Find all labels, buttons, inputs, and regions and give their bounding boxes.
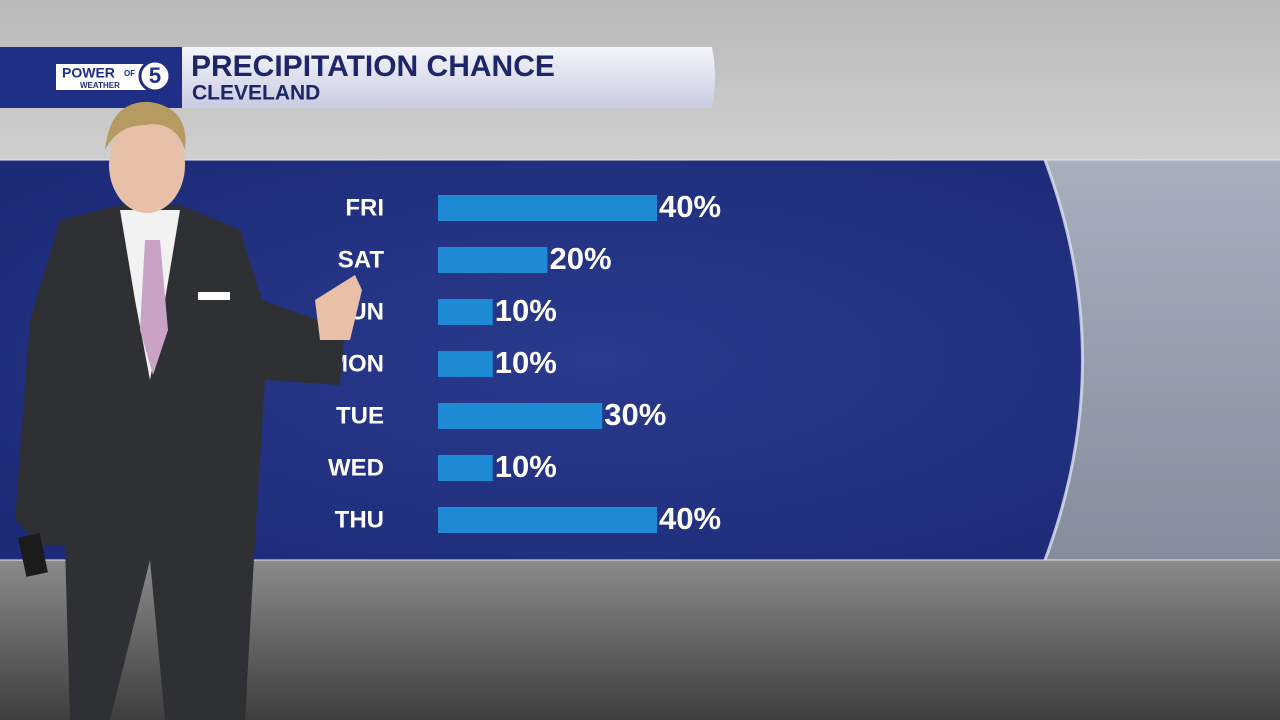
presenter (15, 101, 362, 720)
bar (438, 403, 603, 429)
logo-sub: WEATHER (80, 81, 120, 90)
value-label: 40% (659, 501, 721, 536)
bar (438, 455, 493, 481)
bar (438, 507, 657, 533)
bar (438, 351, 493, 377)
value-label: 10% (495, 345, 557, 380)
category-label: SAT (338, 246, 385, 273)
value-label: 20% (550, 241, 612, 276)
logo-plate (56, 64, 146, 90)
chart-title: PRECIPITATION CHANCE (191, 50, 555, 83)
category-label: TUE (336, 402, 384, 429)
logo-brand: POWER (62, 65, 115, 81)
value-label: 40% (659, 189, 721, 224)
bar (438, 299, 493, 325)
value-label: 30% (604, 397, 666, 432)
category-label: FRI (345, 194, 384, 221)
category-label: WED (328, 454, 384, 481)
logo-number: 5 (149, 63, 161, 88)
header-band (178, 47, 715, 108)
chart-subtitle: CLEVELAND (192, 82, 320, 105)
value-label: 10% (495, 293, 557, 328)
bar (438, 247, 548, 273)
chart-panel (0, 160, 1083, 560)
logo-of: OF (124, 69, 135, 78)
panel-edge (1043, 159, 1084, 561)
bar (438, 195, 657, 221)
value-label: 10% (495, 449, 557, 484)
logo-circle (138, 59, 172, 93)
category-label: THU (335, 506, 384, 533)
